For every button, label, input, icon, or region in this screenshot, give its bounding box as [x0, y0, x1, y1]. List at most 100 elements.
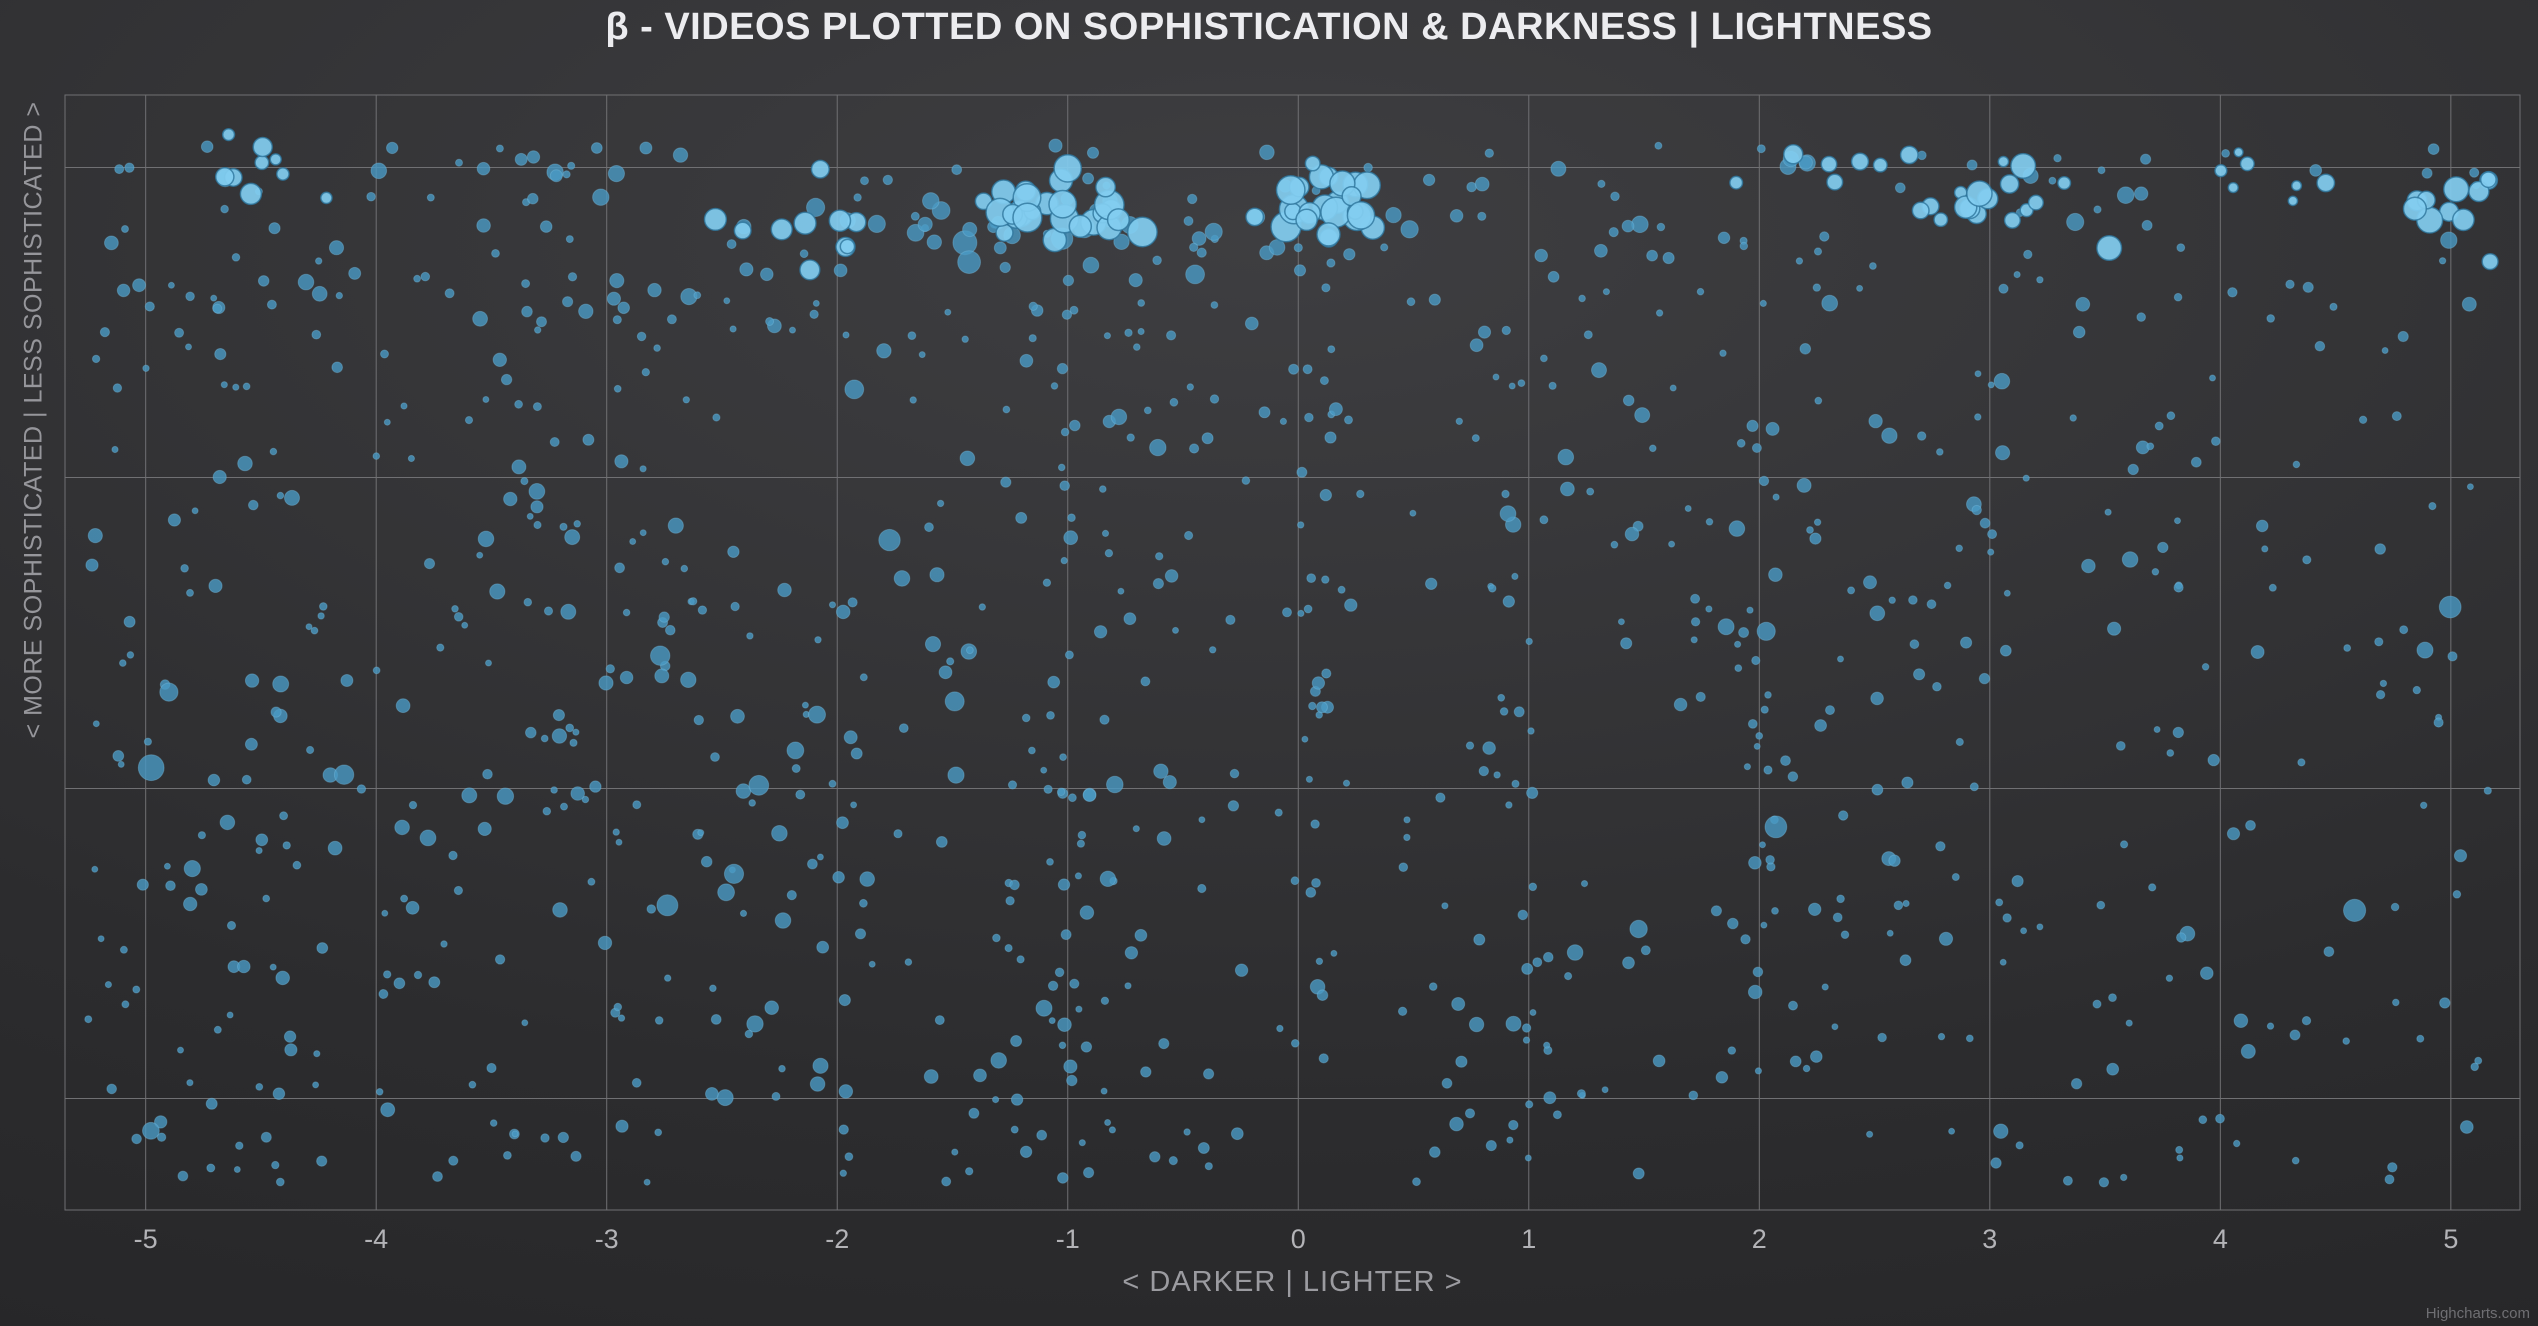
bubble[interactable]: [654, 1128, 663, 1137]
bubble[interactable]: [1478, 765, 1490, 777]
bubble[interactable]: [2309, 164, 2323, 177]
bubble[interactable]: [1184, 530, 1194, 541]
bubble[interactable]: [1752, 966, 1764, 978]
bubble[interactable]: [999, 261, 1011, 274]
bubble[interactable]: [375, 1088, 384, 1096]
bubble[interactable]: [212, 303, 223, 314]
bubble[interactable]: [1508, 1119, 1519, 1131]
bubble[interactable]: [1343, 248, 1356, 261]
bubble[interactable]: [2120, 840, 2129, 849]
bubble[interactable]: [1471, 434, 1480, 443]
bubble[interactable]: [1315, 957, 1324, 965]
bubble[interactable]: [1634, 407, 1651, 424]
bubble[interactable]: [1010, 1125, 1019, 1134]
bubble[interactable]: [654, 668, 670, 684]
bubble[interactable]: [514, 152, 528, 166]
bubble[interactable]: [629, 538, 637, 545]
bubble[interactable]: [777, 582, 792, 598]
bubble[interactable]: [84, 1015, 93, 1024]
bubble[interactable]: [1054, 967, 1065, 978]
bubble[interactable]: [237, 959, 251, 974]
bubble[interactable]: [482, 768, 493, 780]
bubble[interactable]: [2447, 651, 2458, 662]
bubble[interactable]: [275, 1177, 285, 1187]
bubble[interactable]: [453, 612, 464, 622]
bubble[interactable]: [2302, 281, 2314, 293]
bubble[interactable]: [1869, 262, 1877, 270]
bubble[interactable]: [1951, 873, 1960, 881]
bubble[interactable]: [2165, 974, 2174, 982]
bubble[interactable]: [477, 821, 492, 837]
bubble[interactable]: [770, 218, 793, 241]
bubble[interactable]: [2093, 205, 2102, 214]
bubble[interactable]: [1754, 1067, 1763, 1075]
bubble[interactable]: [1108, 1126, 1117, 1134]
bubble[interactable]: [1059, 753, 1067, 761]
bubble[interactable]: [511, 459, 527, 475]
bubble[interactable]: [428, 976, 441, 989]
bubble[interactable]: [472, 310, 489, 327]
bubble[interactable]: [503, 1151, 512, 1160]
bubble[interactable]: [1406, 297, 1416, 307]
bubble[interactable]: [836, 816, 849, 830]
bubble[interactable]: [1552, 1110, 1562, 1120]
bubble[interactable]: [383, 418, 391, 426]
bubble[interactable]: [709, 984, 717, 993]
bubble[interactable]: [1196, 247, 1207, 258]
bubble[interactable]: [220, 381, 228, 389]
bubble[interactable]: [534, 326, 542, 334]
bubble[interactable]: [1059, 480, 1070, 492]
bubble[interactable]: [226, 1011, 234, 1019]
bubble[interactable]: [2302, 555, 2312, 565]
bubble[interactable]: [1075, 1005, 1083, 1013]
bubble[interactable]: [1911, 201, 1930, 220]
bubble[interactable]: [882, 174, 893, 186]
bubble[interactable]: [843, 730, 858, 745]
bubble[interactable]: [1275, 175, 1306, 205]
bubble[interactable]: [532, 402, 542, 412]
bubble[interactable]: [605, 664, 615, 674]
bubble[interactable]: [106, 1083, 117, 1095]
bubble[interactable]: [1162, 775, 1177, 790]
bubble[interactable]: [2390, 902, 2400, 912]
bubble[interactable]: [2020, 927, 2028, 935]
bubble[interactable]: [2285, 279, 2295, 289]
bubble[interactable]: [117, 760, 125, 768]
bubble[interactable]: [1814, 719, 1827, 732]
bubble[interactable]: [1966, 159, 1978, 171]
bubble[interactable]: [1311, 676, 1326, 690]
bubble[interactable]: [420, 271, 431, 282]
bubble[interactable]: [1508, 382, 1516, 390]
bubble[interactable]: [1560, 481, 1575, 497]
bubble[interactable]: [2027, 194, 2044, 211]
bubble[interactable]: [723, 863, 745, 885]
bubble[interactable]: [1012, 202, 1043, 233]
bubble[interactable]: [370, 162, 388, 180]
bubble[interactable]: [99, 327, 111, 338]
bubble[interactable]: [587, 877, 596, 886]
bubble[interactable]: [394, 819, 410, 836]
bubble[interactable]: [142, 364, 150, 372]
bubble[interactable]: [647, 282, 662, 298]
bubble[interactable]: [959, 450, 976, 467]
bubble[interactable]: [1806, 526, 1814, 534]
bubble[interactable]: [1474, 176, 1490, 192]
bubble[interactable]: [85, 558, 99, 572]
bubble[interactable]: [898, 723, 909, 733]
bubble[interactable]: [666, 314, 677, 325]
bubble[interactable]: [810, 159, 830, 179]
bubble[interactable]: [962, 221, 978, 238]
bubble[interactable]: [283, 1030, 297, 1043]
bubble[interactable]: [2443, 176, 2470, 203]
bubble[interactable]: [333, 764, 355, 785]
bubble[interactable]: [1057, 463, 1066, 472]
bubble[interactable]: [2023, 249, 2033, 260]
bubble[interactable]: [774, 912, 792, 929]
bubble[interactable]: [1566, 944, 1584, 961]
bubble[interactable]: [262, 894, 271, 903]
bubble[interactable]: [1189, 242, 1199, 253]
bubble[interactable]: [1932, 681, 1942, 692]
bubble[interactable]: [1464, 1108, 1476, 1119]
bubble[interactable]: [854, 928, 867, 940]
bubble[interactable]: [2175, 1145, 2184, 1154]
